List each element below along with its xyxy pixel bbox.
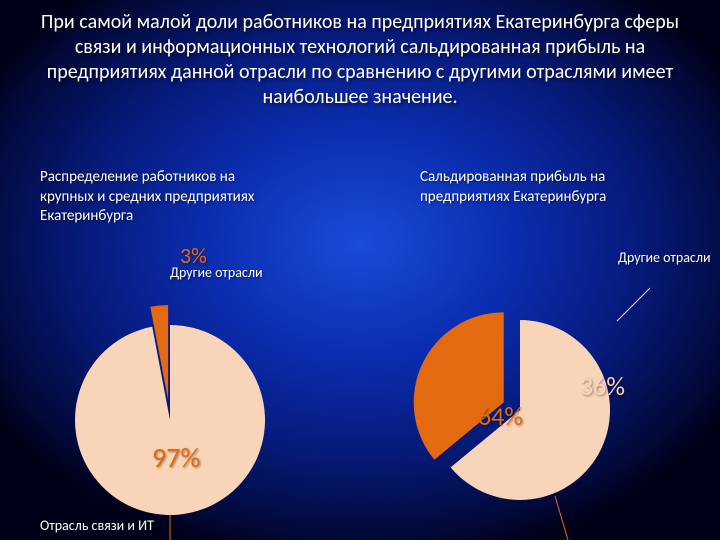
leader-line (617, 288, 650, 321)
pie-legend-label: Другие отрасли (618, 250, 711, 267)
pie-legend-label: Другие отрасли (170, 265, 263, 282)
pie-percent-label: 64% (478, 400, 523, 432)
pie-legend-label: Отрасль связи и ИТ (40, 518, 154, 535)
pie-percent-label: 97% (152, 440, 200, 475)
pie-slice (75, 325, 265, 515)
charts-svg (0, 0, 720, 540)
pie-percent-label: 36% (580, 370, 625, 402)
leader-line (555, 496, 568, 540)
